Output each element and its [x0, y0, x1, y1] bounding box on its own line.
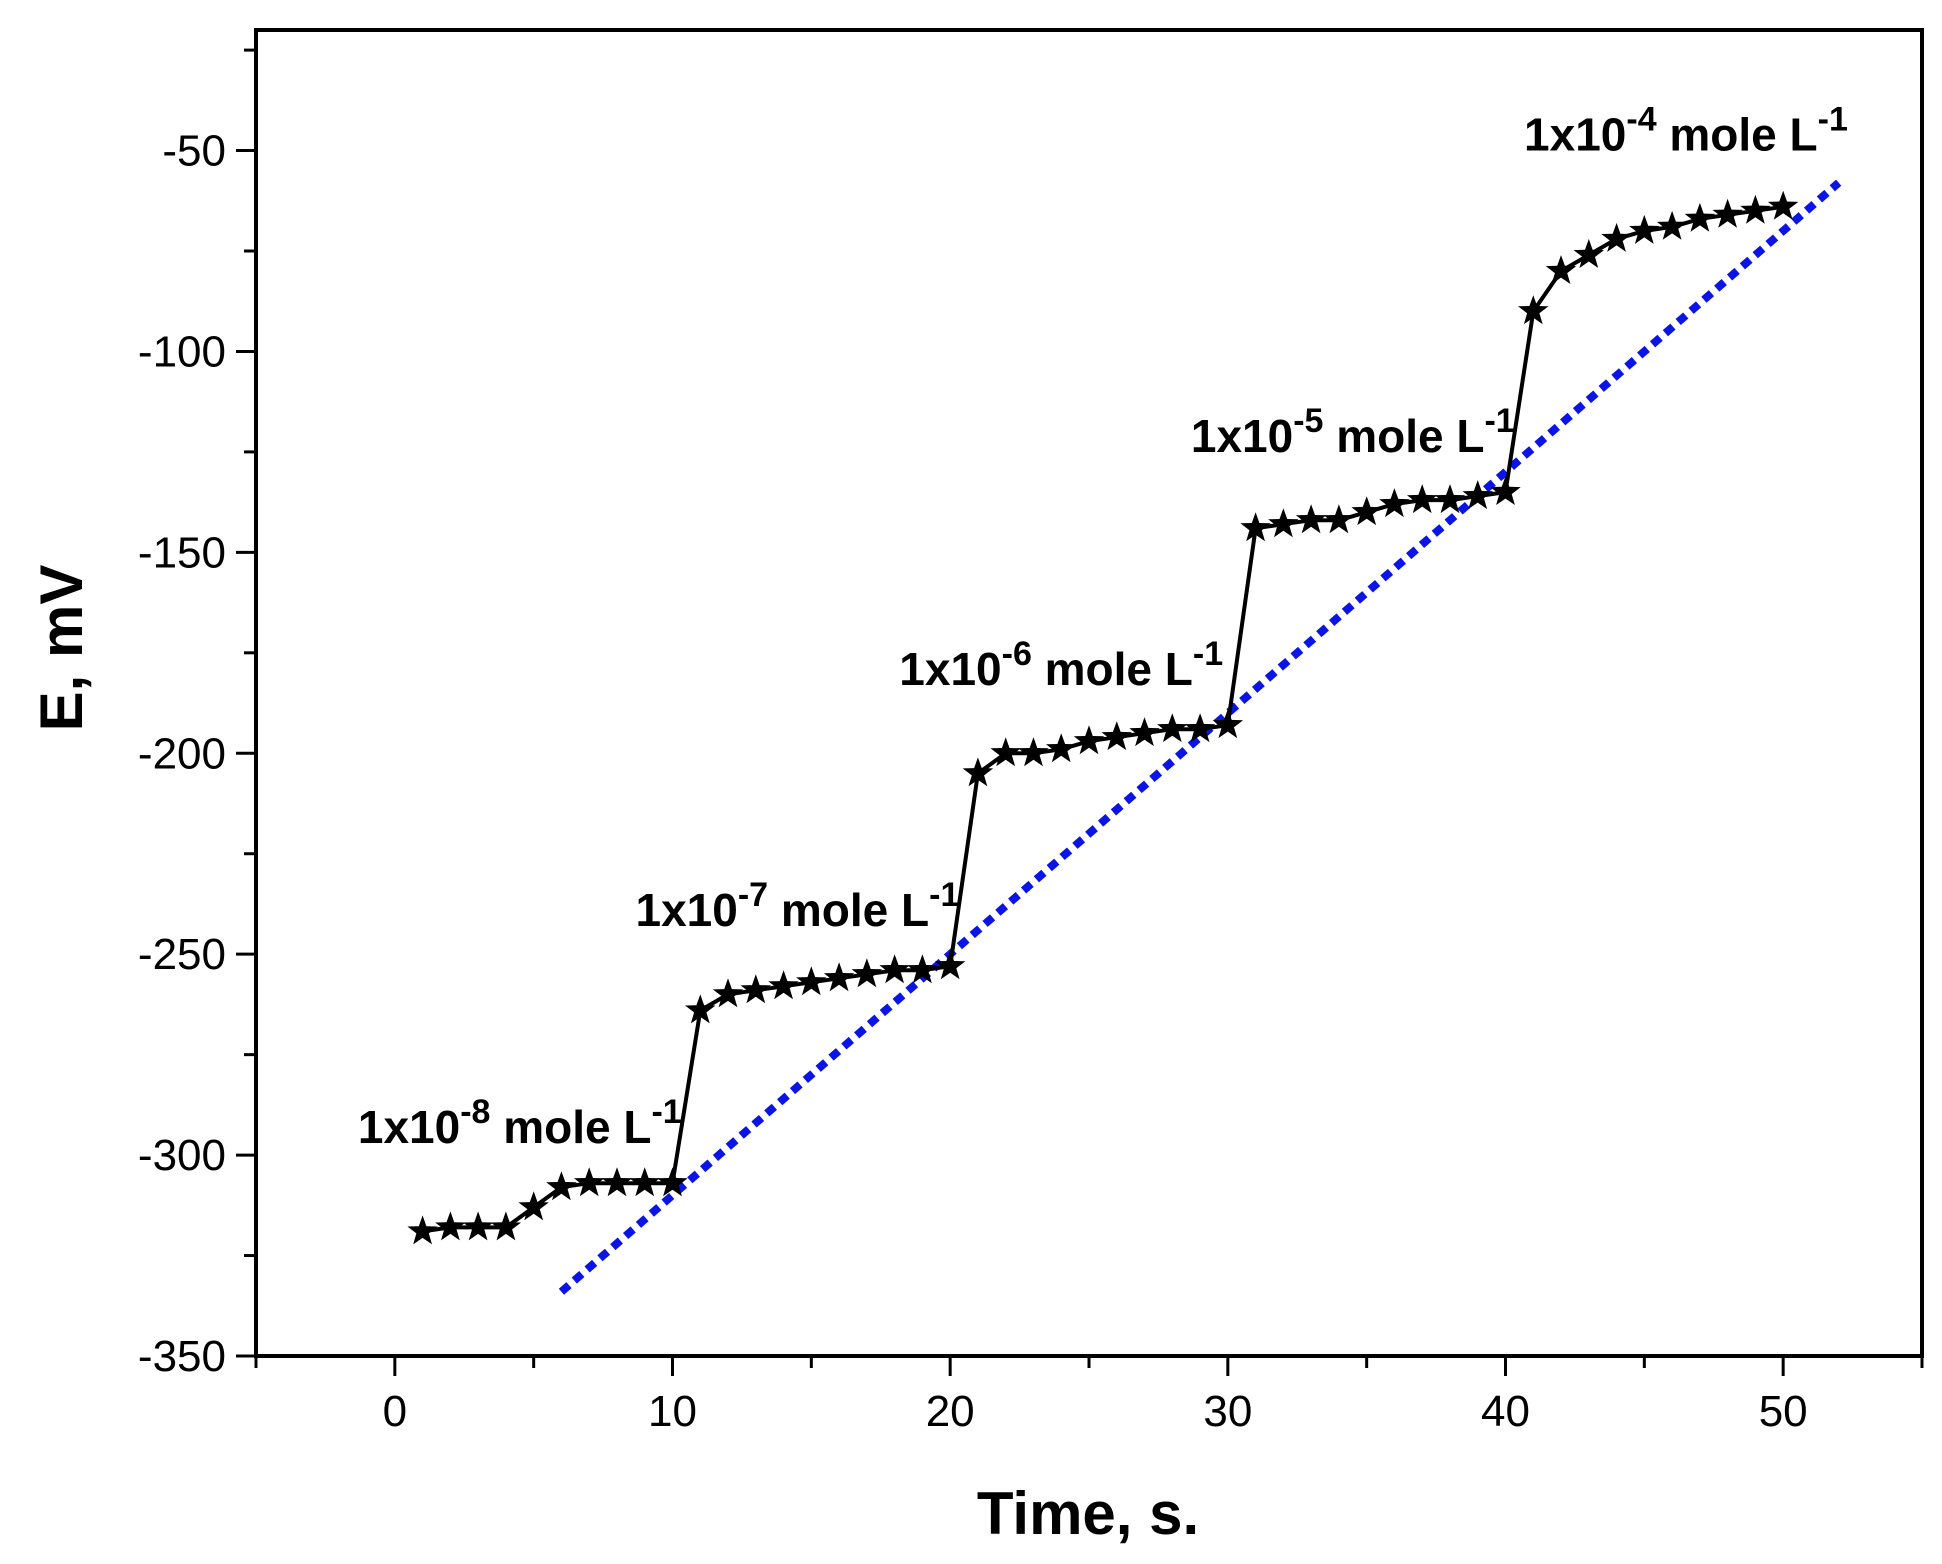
- data-point-star: [907, 954, 938, 984]
- data-point-star: [1629, 214, 1660, 244]
- data-point-star: [574, 1167, 605, 1197]
- y-tick-label: -350: [138, 1332, 226, 1381]
- data-point-star: [1712, 198, 1743, 228]
- data-point-star: [601, 1167, 633, 1197]
- concentration-label: 1x10-7 mole L-1: [636, 876, 960, 936]
- data-point-star: [435, 1211, 466, 1241]
- x-tick-label: 0: [383, 1387, 407, 1436]
- data-point-star: [990, 737, 1021, 767]
- data-point-star: [1295, 504, 1327, 534]
- concentration-label: 1x10-5 mole L-1: [1191, 402, 1515, 462]
- data-point-star: [1462, 480, 1493, 510]
- concentration-label: 1x10-8 mole L-1: [358, 1093, 682, 1153]
- data-point-star: [1240, 512, 1271, 542]
- y-tick-label: -250: [138, 930, 226, 979]
- trend-line: [558, 179, 1842, 1295]
- data-point-star: [490, 1211, 522, 1241]
- data-point-star: [1073, 725, 1105, 755]
- data-series-layer: [407, 190, 1799, 1245]
- data-point-star: [1490, 476, 1521, 505]
- data-point-star: [546, 1171, 577, 1201]
- data-point-star: [685, 994, 716, 1024]
- data-point-star: [712, 978, 744, 1008]
- data-point-star: [934, 950, 966, 980]
- y-tick-label: -200: [138, 729, 226, 778]
- data-point-star: [1767, 190, 1799, 220]
- axes-layer: 0 10 20 30 40 50 -350 -300 -250 -200 -150 -100 -50: [138, 28, 1924, 1436]
- data-point-star: [1046, 733, 1077, 763]
- x-tick-label: 30: [1203, 1387, 1252, 1436]
- data-point-star: [1573, 239, 1604, 268]
- data-point-star: [1379, 488, 1410, 518]
- y-tick-label: -100: [138, 327, 226, 376]
- y-tick-label: -300: [138, 1131, 226, 1180]
- x-tick-label: 20: [926, 1387, 975, 1436]
- x-tick-label: 40: [1481, 1387, 1530, 1436]
- data-point-star: [768, 970, 799, 1000]
- data-point-star: [407, 1215, 438, 1245]
- data-point-star: [1684, 202, 1716, 232]
- data-point-star: [962, 757, 994, 787]
- data-point-star: [1407, 484, 1438, 514]
- data-point-star: [1212, 709, 1244, 739]
- concentration-label: 1x10-4 mole L-1: [1524, 101, 1848, 161]
- data-point-star: [740, 974, 771, 1004]
- x-axis-title: Time, s.: [977, 1480, 1199, 1547]
- y-tick-label: -50: [162, 127, 226, 176]
- data-point-star: [518, 1191, 549, 1221]
- concentration-label: 1x10-6 mole L-1: [899, 635, 1223, 695]
- x-tick-label: 10: [648, 1387, 697, 1436]
- data-point-star: [879, 954, 910, 984]
- data-point-star: [1323, 504, 1355, 534]
- data-point-star: [1740, 194, 1771, 224]
- data-point-star: [1545, 255, 1577, 284]
- data-point-star: [1101, 721, 1132, 751]
- data-point-star: [823, 962, 855, 992]
- data-point-star: [1018, 737, 1049, 767]
- y-tick-label: -150: [138, 528, 226, 577]
- data-point-star: [1351, 496, 1382, 526]
- data-point-star: [851, 958, 883, 988]
- data-point-star: [629, 1167, 660, 1197]
- annotation-layer: 1x10-8 mole L-1 1x10-7 mole L-1 1x10-6 mol…: [358, 101, 1848, 1153]
- data-point-star: [796, 966, 827, 996]
- data-point-star: [1129, 717, 1160, 747]
- data-point-star: [1656, 210, 1688, 240]
- data-point-star: [1157, 713, 1188, 743]
- data-point-star: [1268, 508, 1299, 538]
- data-point-star: [1601, 222, 1632, 252]
- data-point-star: [657, 1167, 688, 1197]
- trend-line-layer: [558, 179, 1842, 1295]
- data-point-star: [1518, 295, 1549, 325]
- x-tick-label: 50: [1759, 1387, 1808, 1436]
- data-point-star: [1434, 484, 1466, 514]
- data-point-star: [462, 1211, 494, 1241]
- y-axis-title: E, mV: [28, 565, 95, 732]
- data-point-star: [1184, 713, 1216, 743]
